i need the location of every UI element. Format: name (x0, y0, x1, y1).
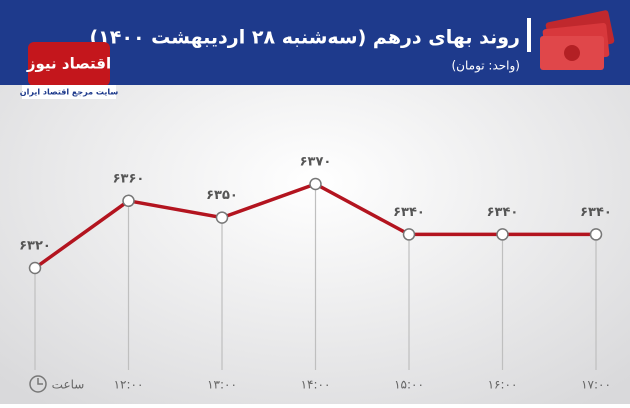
data-label: ۶۳۲۰ (19, 239, 51, 254)
data-label: ۶۳۵۰ (206, 188, 238, 203)
data-label: ۶۳۷۰ (300, 155, 332, 170)
subtitle: (واحد: تومان) (451, 59, 520, 74)
point (309, 177, 322, 191)
data-label: ۶۳۴۰ (580, 205, 612, 220)
point (28, 261, 42, 275)
logo: اقتصاد نیوز (26, 55, 111, 73)
point (589, 228, 603, 241)
point (215, 211, 229, 224)
x-tick-label: ۱۲:۰۰ (114, 378, 144, 392)
title: روند بهای درهم (سه‌شنبه ۲۸ اردیبهشت ۱۴۰۰… (89, 27, 520, 49)
x-tick-label: ۱۵:۰۰ (394, 378, 424, 392)
point (402, 228, 416, 241)
x-tick-label: ۱۳:۰۰ (207, 378, 237, 392)
data-label: ۶۳۶۰ (113, 171, 145, 186)
point (496, 228, 509, 241)
logo-tagline: سایت مرجع اقتصاد ایران (20, 88, 119, 97)
data-label: ۶۳۴۰ (393, 205, 425, 220)
data-label: ۶۳۴۰ (487, 205, 519, 220)
x-tick-label: ۱۴:۰۰ (301, 378, 331, 392)
point (122, 194, 135, 208)
logo-box (28, 42, 110, 86)
x-tick-label: ۱۶:۰۰ (488, 378, 518, 392)
x-tick-label: ۱۷:۰۰ (581, 378, 611, 392)
money-icon (540, 10, 615, 70)
title-bar (527, 18, 531, 52)
logo-strip (22, 85, 116, 99)
clock-icon (29, 375, 47, 393)
x-axis-label: ساعت (52, 378, 85, 392)
